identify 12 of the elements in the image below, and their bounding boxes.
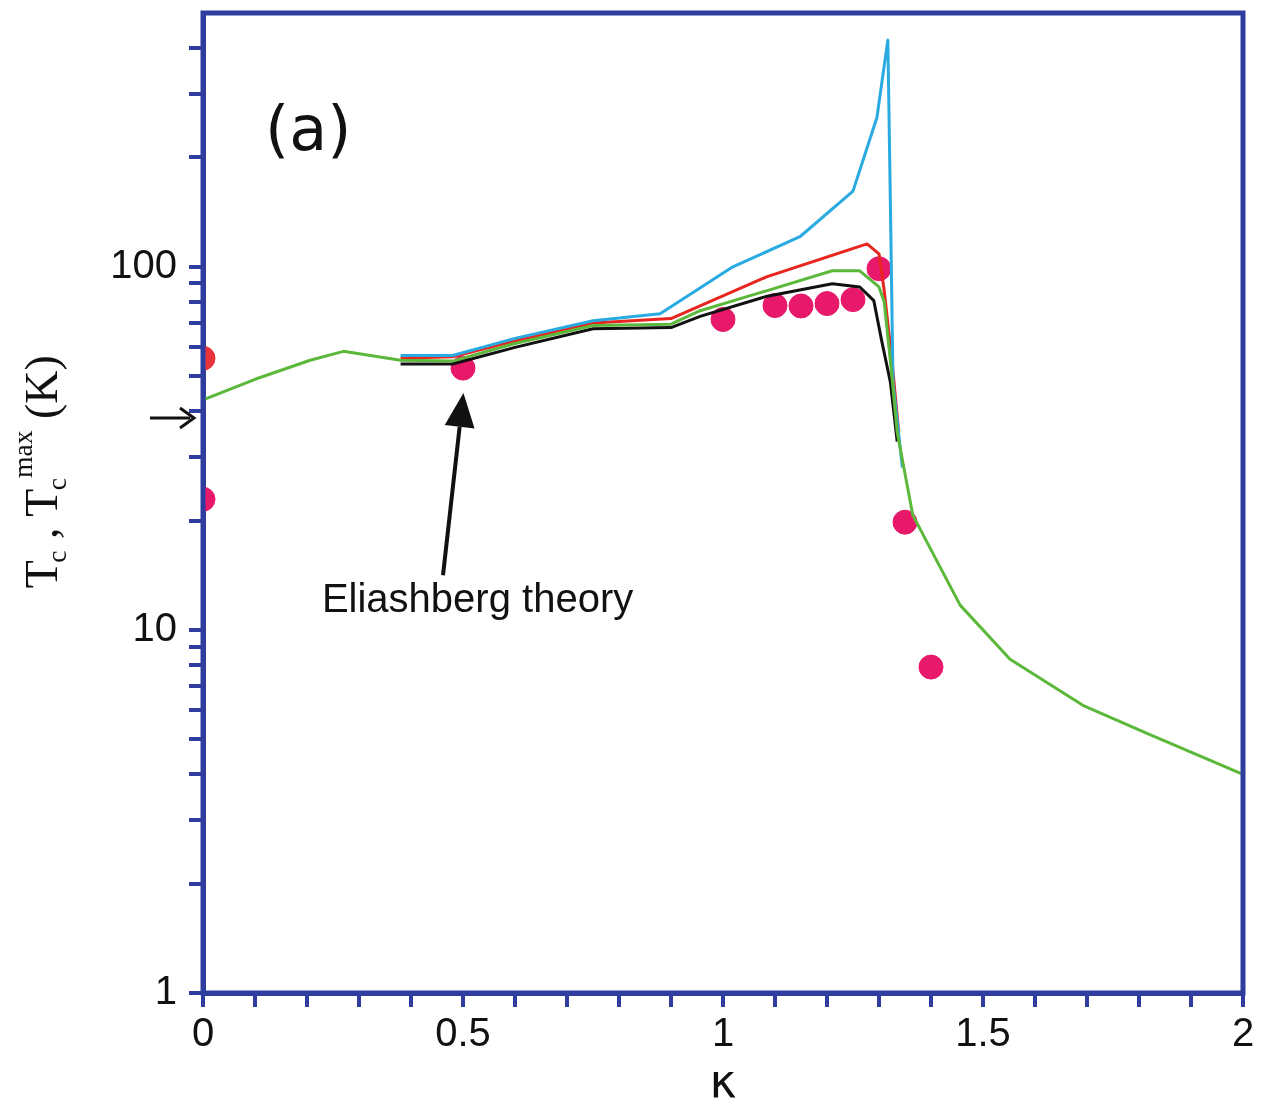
y-tick-label: 10 xyxy=(132,604,177,649)
y-axis-title: Tc , Tcmax (K) xyxy=(6,355,73,589)
x-tick-label: 0 xyxy=(191,1010,215,1055)
x-tick-label: 1.5 xyxy=(955,1010,1011,1055)
x-tick-label: 0.5 xyxy=(435,1010,491,1055)
x-axis-title: κ xyxy=(709,1053,737,1108)
x-tick-label: 1 xyxy=(711,1010,735,1055)
annotation: Eliashberg theory xyxy=(321,576,634,621)
y-tick-label: 100 xyxy=(110,241,177,286)
text: (a) xyxy=(265,92,352,166)
y-tick-label: 1 xyxy=(154,968,177,1013)
x-tick-label: 2 xyxy=(1231,1010,1255,1055)
